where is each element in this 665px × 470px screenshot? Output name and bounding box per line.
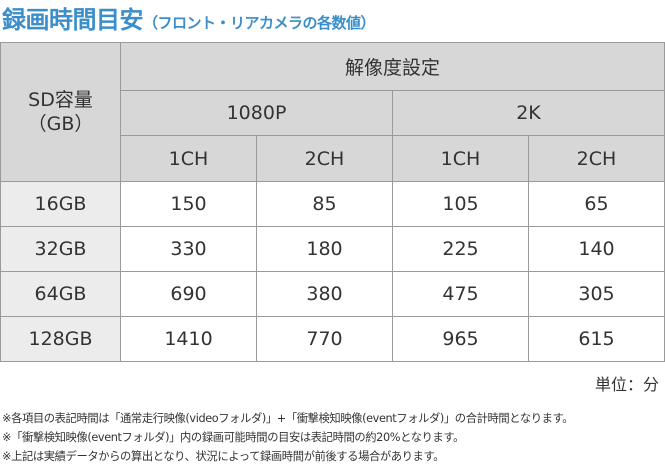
capacity-cell: 128GB: [0, 316, 121, 362]
channel-header: 1CH: [120, 135, 257, 182]
capacity-cell: 32GB: [0, 226, 121, 272]
time-cell: 330: [120, 226, 257, 272]
title-subtitle: （フロント・リアカメラの各数値）: [143, 14, 376, 32]
footnote: ※各項目の表記時間は「通常走行映像(videoフォルダ)」+「衝撃検知映像(ev…: [2, 412, 574, 425]
channel-header: 2CH: [256, 135, 393, 182]
resolution-header-2k: 2K: [391, 90, 665, 136]
time-cell: 690: [120, 271, 257, 317]
time-cell: 140: [527, 226, 665, 272]
table-row: 16GB 150 85 105 65: [0, 181, 665, 227]
time-cell: 1410: [120, 316, 257, 362]
footnote: ※「衝撃検知映像(eventフォルダ)」内の録画可能時間の目安は表記時間の約20…: [2, 431, 464, 444]
capacity-cell: 16GB: [0, 181, 121, 227]
time-cell: 380: [256, 271, 393, 317]
time-cell: 150: [120, 181, 257, 227]
channel-header: 2CH: [527, 135, 665, 182]
time-cell: 305: [527, 271, 665, 317]
footnote: ※上記は実績データからの算出となり、状況によって録画時間が前後する場合があります…: [2, 450, 445, 463]
time-cell: 105: [392, 181, 529, 227]
sd-capacity-header-unit: （GB）: [27, 113, 94, 135]
time-cell: 770: [256, 316, 393, 362]
resolution-setting-header: 解像度設定: [119, 42, 665, 91]
time-cell: 615: [527, 316, 665, 362]
title-main: 録画時間目安: [2, 6, 144, 34]
sd-capacity-header: SD容量 （GB）: [0, 42, 121, 182]
resolution-header-1080p: 1080P: [120, 90, 393, 136]
unit-label: 単位：分: [594, 375, 659, 394]
time-cell: 65: [527, 181, 665, 227]
time-cell: 180: [256, 226, 393, 272]
page-title: 録画時間目安 （フロント・リアカメラの各数値）: [2, 0, 376, 34]
table-row: 128GB 1410 770 965 615: [0, 316, 665, 362]
capacity-cell: 64GB: [0, 271, 121, 317]
time-cell: 965: [392, 316, 529, 362]
time-cell: 225: [392, 226, 529, 272]
footnotes: ※各項目の表記時間は「通常走行映像(videoフォルダ)」+「衝撃検知映像(ev…: [2, 409, 664, 466]
table-row: 64GB 690 380 475 305: [0, 271, 665, 317]
sd-capacity-header-label: SD容量: [28, 89, 93, 111]
time-cell: 475: [392, 271, 529, 317]
time-cell: 85: [256, 181, 393, 227]
table-row: 32GB 330 180 225 140: [0, 226, 665, 272]
recording-time-table: SD容量 （GB） 解像度設定 1080P 2K 1CH 2CH 1CH 2CH…: [0, 42, 665, 362]
channel-header: 1CH: [392, 135, 529, 182]
